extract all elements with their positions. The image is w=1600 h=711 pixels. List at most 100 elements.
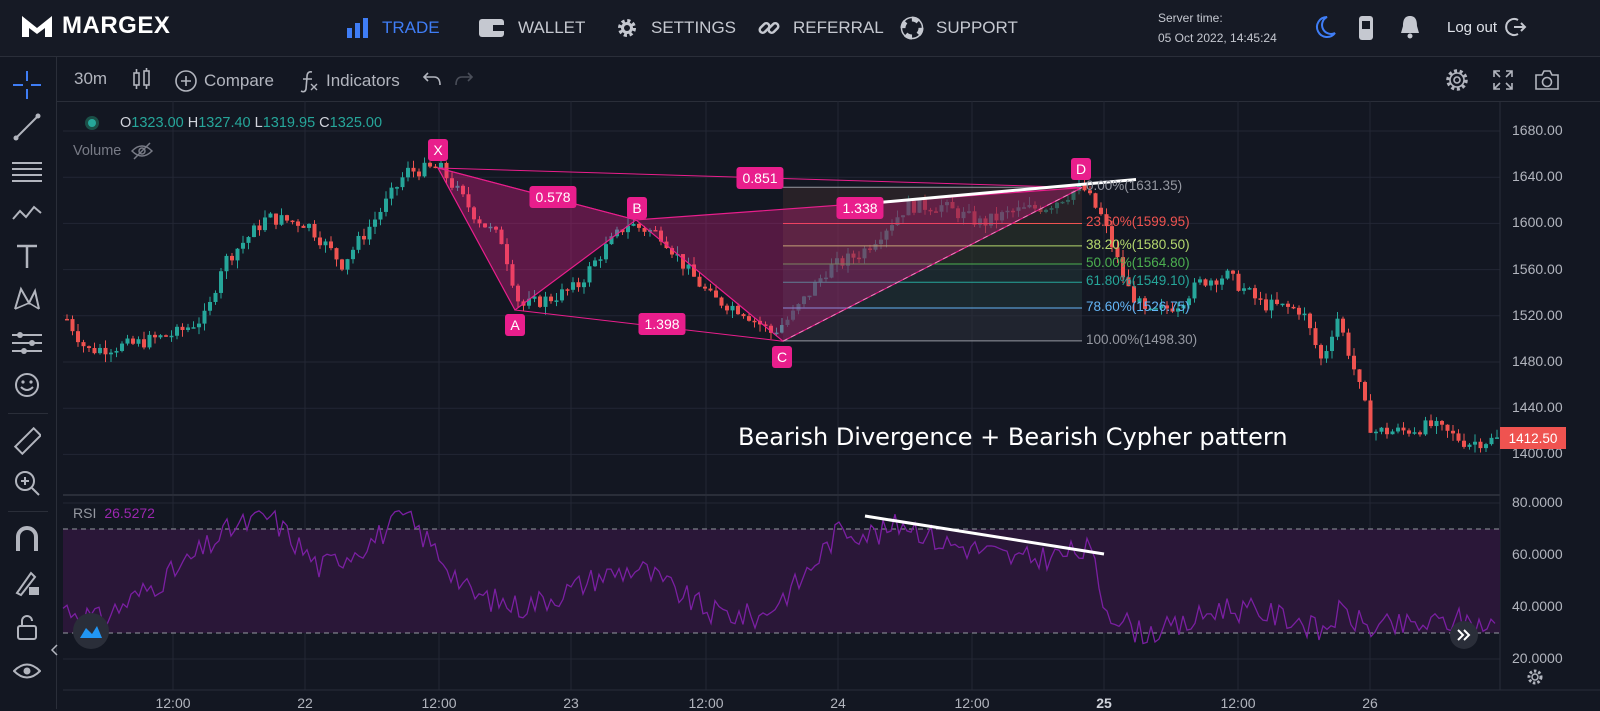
candle-body (780, 325, 784, 333)
settings-gear-icon[interactable] (1444, 67, 1470, 93)
brand-logo[interactable]: MARGEX (20, 12, 170, 40)
gear-icon (618, 19, 636, 37)
close-value: 1325.00 (329, 115, 383, 131)
compare-button[interactable]: Compare (174, 69, 274, 93)
fullscreen-icon[interactable] (1492, 69, 1514, 91)
horizontal-lines-tool[interactable] (11, 155, 43, 187)
logout-button[interactable]: Log out (1447, 16, 1527, 38)
nav-referral[interactable]: REFERRAL (757, 0, 884, 56)
eye-hidden-icon[interactable] (131, 142, 154, 160)
nav-settings[interactable]: SETTINGS (615, 0, 736, 56)
trendline-tool[interactable] (11, 111, 43, 143)
candle-body (763, 324, 768, 326)
candle-body (1082, 183, 1087, 191)
undo-icon[interactable] (422, 71, 442, 87)
candle-body (477, 219, 482, 224)
candle-body (1407, 430, 1411, 434)
visibility-tool[interactable] (11, 655, 43, 687)
candle-body (1242, 288, 1246, 291)
candle-body (538, 296, 542, 307)
candle-body (213, 292, 218, 302)
rsi-tick-label: 20.0000 (1512, 650, 1563, 666)
emoji-tool[interactable] (11, 369, 43, 401)
cloud-chart-icon (80, 626, 102, 638)
volume-legend[interactable]: Volume (73, 142, 154, 160)
candle-body (263, 217, 267, 231)
crosshair-tool[interactable] (11, 69, 43, 101)
interval-button[interactable]: 30m (74, 69, 107, 89)
candle-body (279, 215, 284, 225)
chart-toolbar: 30m Compare Indicators (56, 57, 1600, 102)
ohlc-values: O1323.00 H1327.40 L1319.95 C1325.00 (120, 115, 383, 131)
indicators-button[interactable]: Indicators (298, 69, 400, 93)
candle-body (1390, 431, 1395, 435)
pattern-point-B: B (627, 197, 647, 219)
price-tick-label: 1560.00 (1512, 260, 1563, 277)
candle-body (1434, 420, 1439, 427)
nav-trade[interactable]: TRADE (346, 0, 440, 56)
candle-body (1473, 441, 1477, 445)
candle-body (373, 219, 377, 227)
candle-body (1126, 277, 1131, 287)
text-tool[interactable] (11, 240, 43, 272)
eye-icon (13, 663, 41, 679)
candle-body (659, 230, 663, 242)
nav-support[interactable]: SUPPORT (900, 0, 1018, 56)
mobile-icon[interactable] (1356, 14, 1376, 42)
camera-icon[interactable] (1534, 68, 1560, 92)
candle-body (505, 244, 509, 265)
candle-body (631, 223, 636, 226)
logout-label: Log out (1447, 18, 1498, 36)
magnet-tool[interactable] (11, 523, 43, 555)
candle-body (406, 167, 410, 178)
candle-body (1088, 190, 1092, 194)
candle-body (384, 198, 388, 212)
crosshair-icon (13, 71, 41, 99)
collapse-arrow-icon[interactable] (50, 643, 58, 657)
axis-settings-icon[interactable] (1525, 667, 1545, 687)
candle-body (1154, 308, 1158, 310)
chart-annotation: Bearish Divergence + Bearish Cypher patt… (738, 423, 1288, 451)
bell-icon[interactable] (1398, 14, 1422, 40)
redo-icon[interactable] (454, 71, 474, 87)
candle-body (1137, 298, 1142, 303)
pattern-tool[interactable] (11, 283, 43, 315)
candle-body (142, 339, 146, 348)
fib-zone (783, 264, 1082, 309)
lock-tool[interactable] (11, 611, 43, 643)
lock-drawing-tool[interactable] (11, 567, 43, 599)
double-chevron-right-icon (1457, 629, 1471, 641)
nav-wallet[interactable]: WALLET (478, 0, 585, 56)
candle-body (274, 213, 278, 225)
candle-body (362, 235, 366, 240)
scroll-to-latest-button[interactable] (1450, 621, 1478, 649)
drawing-toolbar (0, 57, 58, 709)
candle-body (626, 225, 630, 233)
candle-body (147, 334, 152, 348)
current-price-tag: 1412.50 (1500, 427, 1566, 449)
prediction-tool[interactable] (11, 327, 43, 359)
wave-tool[interactable] (11, 197, 43, 229)
candle-body (582, 282, 586, 288)
candle-body (774, 332, 779, 335)
candle-body (1396, 427, 1400, 432)
candle-body (439, 162, 443, 169)
time-tick-label: 12:00 (421, 695, 457, 711)
candle-body (571, 282, 575, 290)
chart-logo-button[interactable] (73, 613, 109, 649)
candle-body (1456, 433, 1461, 441)
candle-body (609, 236, 614, 245)
zoom-tool[interactable] (11, 467, 43, 499)
time-tick-label: 12:00 (954, 695, 990, 711)
candle-body (1220, 278, 1224, 285)
rsi-tick-label: 40.0000 (1512, 598, 1563, 614)
unlock-icon (17, 615, 37, 640)
candle-body (686, 264, 691, 269)
candle-body (1324, 351, 1329, 359)
chart-type-button[interactable] (131, 67, 153, 91)
ruler-tool[interactable] (11, 425, 43, 457)
moon-icon[interactable] (1313, 14, 1337, 40)
indicators-label: Indicators (326, 71, 400, 90)
rsi-divergence-line (864, 514, 1105, 556)
